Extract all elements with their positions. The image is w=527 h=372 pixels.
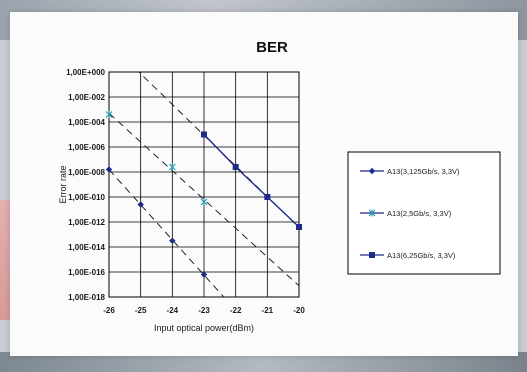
x-tick-label: -25 — [135, 306, 147, 315]
y-tick-label: 1,00E-018 — [68, 293, 105, 302]
fit-curve — [109, 112, 299, 287]
y-tick-label: 1,00E+000 — [66, 68, 105, 77]
data-point-diamond — [169, 237, 176, 244]
data-point-star — [368, 209, 376, 217]
legend: A13(3,125Gb/s, 3,3V) A13(2,5Gb/s, 3,3V) A1… — [347, 151, 501, 275]
data-point-square — [232, 164, 239, 170]
data-point-star — [105, 111, 113, 118]
y-tick-label: 1,00E-016 — [68, 268, 105, 277]
data-point-diamond — [137, 201, 144, 208]
ber-chart: BER 1,00E+000 1,00E-002 1,00E-004 1,00E-006… — [58, 39, 501, 333]
data-series — [105, 111, 302, 278]
data-point-star — [168, 163, 176, 171]
x-tick-label: -22 — [230, 306, 242, 315]
legend-label: A13(2,5Gb/s, 3,3V) — [387, 209, 452, 218]
data-point-square — [201, 131, 207, 138]
x-tick-label: -20 — [293, 306, 305, 315]
y-tick-label: 1,00E-004 — [68, 118, 105, 127]
legend-item: A13(6,25Gb/s, 3,3V) — [360, 251, 456, 260]
x-tick-labels: -26 -25 -24 -23 -22 -21 -20 — [103, 306, 305, 315]
data-point-diamond — [200, 271, 208, 278]
data-point-diamond — [105, 166, 113, 173]
y-tick-label: 1,00E-014 — [68, 243, 105, 252]
data-point-star — [200, 198, 208, 206]
y-tick-label: 1,00E-012 — [68, 218, 105, 227]
chart-title: BER — [256, 39, 288, 56]
data-point-square — [369, 252, 375, 258]
series-line — [203, 134, 300, 228]
legend-label: A13(6,25Gb/s, 3,3V) — [387, 251, 456, 260]
legend-item: A13(2,5Gb/s, 3,3V) — [360, 209, 452, 218]
data-point-diamond — [368, 167, 376, 175]
y-tick-label: 1,00E-008 — [68, 168, 105, 177]
y-tick-label: 1,00E-010 — [68, 193, 105, 202]
y-tick-label: 1,00E-002 — [68, 93, 105, 102]
legend-label: A13(3,125Gb/s, 3,3V) — [387, 167, 460, 176]
data-point-square — [296, 224, 302, 230]
y-tick-labels: 1,00E+000 1,00E-002 1,00E-004 1,00E-006 1,00… — [66, 68, 105, 302]
background-bottom — [0, 352, 527, 372]
grid — [108, 71, 300, 298]
y-tick-label: 1,00E-006 — [68, 143, 105, 152]
x-tick-label: -24 — [167, 306, 179, 315]
x-tick-label: -23 — [198, 306, 210, 315]
series-group — [105, 111, 208, 206]
y-axis-label: Error rate — [58, 165, 68, 203]
series-group — [201, 131, 302, 230]
plot-border — [108, 71, 300, 298]
x-axis-label: Input optical power(dBm) — [154, 323, 254, 333]
legend-item: A13(3,125Gb/s, 3,3V) — [360, 167, 460, 176]
data-point-square — [264, 194, 271, 200]
series-group — [105, 166, 208, 278]
x-tick-label: -26 — [103, 306, 115, 315]
x-tick-label: -21 — [262, 306, 274, 315]
